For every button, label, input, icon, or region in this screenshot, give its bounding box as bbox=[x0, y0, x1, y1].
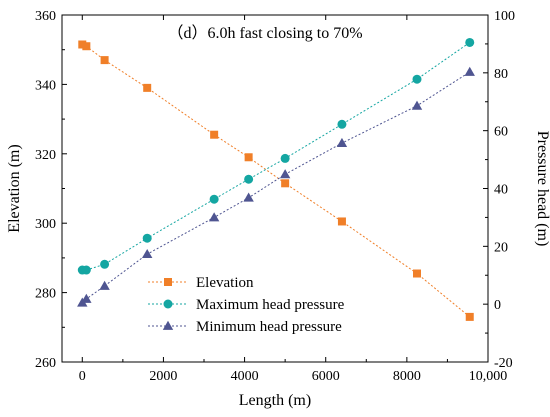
x-tick-label: 4000 bbox=[231, 369, 259, 384]
series-3-point bbox=[142, 248, 153, 259]
x-tick-label: 10,000 bbox=[469, 369, 508, 384]
series-1-point bbox=[100, 56, 109, 65]
series-1-point bbox=[244, 153, 253, 162]
chart-title: （d）6.0h fast closing to 70% bbox=[167, 24, 362, 42]
series-3-point bbox=[81, 293, 92, 303]
y-left-tick-label: 340 bbox=[35, 78, 56, 93]
series-3-point bbox=[208, 212, 220, 222]
series-3 bbox=[77, 66, 475, 307]
series-1-point bbox=[465, 312, 474, 321]
series-2-point bbox=[100, 259, 110, 269]
legend-swatch-marker bbox=[162, 320, 174, 330]
series-2-line bbox=[82, 42, 471, 271]
y-left-tick-label: 280 bbox=[35, 287, 56, 302]
series-1-point bbox=[413, 269, 421, 278]
legend-item-2: Maximum head pressure bbox=[148, 297, 345, 313]
series-3-point bbox=[279, 169, 291, 179]
series-1-point bbox=[78, 40, 87, 49]
legend-item-3: Minimum head pressure bbox=[148, 319, 342, 335]
legend-label: Maximum head pressure bbox=[196, 297, 345, 313]
series-2-point bbox=[81, 265, 91, 275]
series-1-point bbox=[281, 179, 290, 188]
series-layer bbox=[77, 37, 475, 321]
y-right-tick-label: 20 bbox=[494, 240, 508, 255]
series-3-point bbox=[99, 280, 110, 290]
x-tick-label: 0 bbox=[79, 369, 86, 384]
series-3-point bbox=[464, 66, 475, 76]
y-left-axis-title: Elevation (m) bbox=[6, 144, 23, 232]
axis-ticks: 0 2000 4000 6000 8000 10,000 260 280 300 320 340 36… bbox=[35, 9, 515, 384]
series-1-line bbox=[82, 44, 471, 318]
series-2-point bbox=[465, 37, 475, 47]
legend-swatch-marker bbox=[163, 299, 173, 309]
series-2-point bbox=[142, 233, 152, 243]
y-left-tick-label: 300 bbox=[35, 217, 56, 232]
x-tick-label: 2000 bbox=[149, 369, 177, 384]
y-right-tick-label: 40 bbox=[494, 183, 508, 198]
series-1-point bbox=[143, 83, 152, 92]
series-2-point bbox=[209, 194, 219, 204]
y-right-tick-label: -20 bbox=[494, 356, 513, 371]
y-right-axis-title: Pressure head (m) bbox=[534, 131, 550, 247]
series-2-point bbox=[244, 174, 254, 184]
y-left-tick-label: 320 bbox=[35, 148, 56, 163]
series-1-point bbox=[210, 130, 219, 139]
series-2 bbox=[77, 37, 475, 275]
series-3-line bbox=[81, 71, 471, 304]
series-1-point bbox=[82, 42, 91, 51]
series-2-point bbox=[337, 119, 347, 129]
legend-swatch-marker bbox=[164, 278, 172, 286]
y-right-tick-label: 100 bbox=[494, 9, 515, 24]
series-1-point bbox=[337, 217, 346, 226]
legend-item-1: Elevation bbox=[148, 275, 254, 291]
y-right-tick-label: 60 bbox=[494, 125, 508, 140]
series-3-point bbox=[243, 192, 254, 202]
series-1 bbox=[78, 40, 474, 321]
y-left-tick-label: 360 bbox=[35, 9, 56, 24]
series-2-point bbox=[412, 74, 422, 84]
legend-label: Minimum head pressure bbox=[196, 319, 342, 335]
y-right-tick-label: 0 bbox=[494, 298, 501, 313]
series-3-point bbox=[336, 137, 348, 148]
y-right-tick-label: 80 bbox=[494, 67, 508, 82]
legend-label: Elevation bbox=[196, 275, 254, 291]
x-axis-title: Length (m) bbox=[239, 392, 311, 409]
x-tick-label: 6000 bbox=[312, 369, 340, 384]
series-2-point bbox=[280, 153, 290, 163]
y-left-tick-label: 260 bbox=[35, 356, 56, 371]
legend: Elevation Maximum head pressure Minimum he… bbox=[146, 270, 386, 340]
series-3-point bbox=[411, 100, 423, 110]
x-tick-label: 8000 bbox=[393, 369, 421, 384]
